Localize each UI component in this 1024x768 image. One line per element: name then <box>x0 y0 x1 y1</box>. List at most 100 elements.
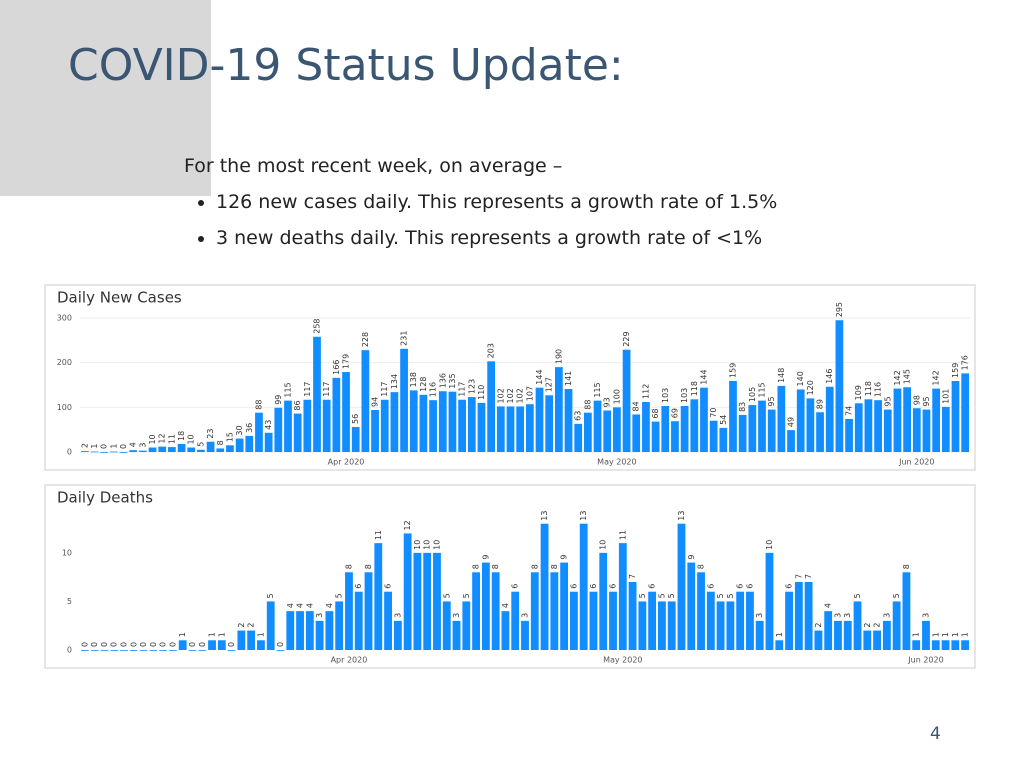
bar <box>574 423 583 452</box>
bar <box>217 640 226 650</box>
bar <box>922 620 930 650</box>
value-label: 3 <box>521 613 530 618</box>
value-label: 4 <box>824 603 833 608</box>
bar <box>677 523 686 650</box>
value-label: 1 <box>912 632 921 637</box>
value-label: 6 <box>609 584 618 589</box>
value-label: 0 <box>80 642 89 647</box>
value-label: 135 <box>448 373 457 388</box>
value-label: 88 <box>254 400 263 410</box>
bar <box>863 630 872 650</box>
value-label: 10 <box>413 540 422 550</box>
bar <box>697 572 705 650</box>
bar <box>794 582 803 650</box>
bar <box>477 402 486 452</box>
value-label: 3 <box>138 443 147 448</box>
bar <box>351 426 360 452</box>
bar <box>746 591 754 650</box>
value-label: 11 <box>374 530 383 540</box>
x-tick-label: Apr 2020 <box>328 458 365 467</box>
value-label: 0 <box>276 642 285 647</box>
value-label: 8 <box>472 564 481 569</box>
value-label: 127 <box>545 377 554 392</box>
bar <box>472 572 481 650</box>
bar <box>530 572 539 650</box>
value-label: 5 <box>657 593 666 598</box>
bar <box>511 591 520 650</box>
value-label: 5 <box>196 442 205 447</box>
x-tick-label: Jun 2020 <box>898 458 934 467</box>
y-tick-label: 300 <box>57 314 72 323</box>
value-label: 5 <box>667 593 676 598</box>
value-label: 9 <box>687 554 696 559</box>
value-label: 13 <box>540 511 549 521</box>
bar <box>255 412 263 452</box>
bar <box>603 410 612 452</box>
bar <box>403 533 412 650</box>
value-label: 5 <box>853 593 862 598</box>
bar <box>738 414 747 452</box>
value-label: 6 <box>569 584 578 589</box>
bar <box>393 620 402 650</box>
value-label: 10 <box>765 540 774 550</box>
bar <box>467 397 476 452</box>
y-tick-label: 10 <box>62 548 72 557</box>
value-label: 134 <box>390 374 399 389</box>
bar <box>448 391 457 452</box>
value-label: 8 <box>550 564 559 569</box>
value-label: 5 <box>892 593 901 598</box>
value-label: 144 <box>535 369 544 384</box>
bullet: 126 new cases daily. This represents a g… <box>216 191 777 213</box>
bar <box>961 640 970 650</box>
bar <box>216 448 225 452</box>
value-label: 6 <box>706 584 715 589</box>
value-label: 7 <box>804 574 813 579</box>
bar <box>516 406 525 452</box>
bar <box>169 650 177 651</box>
value-label: 5 <box>462 593 471 598</box>
bar <box>257 640 265 650</box>
value-label: 1 <box>208 632 217 637</box>
value-label: 115 <box>593 382 602 397</box>
value-label: 0 <box>139 642 148 647</box>
bar <box>825 386 834 452</box>
value-label: 6 <box>511 584 520 589</box>
bar <box>521 620 529 650</box>
bar <box>729 380 737 452</box>
bar <box>90 650 99 651</box>
chart-title: Daily New Cases <box>57 289 182 307</box>
value-label: 5 <box>442 593 451 598</box>
bar <box>305 611 314 650</box>
bar <box>687 562 696 650</box>
value-label: 102 <box>496 388 505 403</box>
bar <box>419 394 428 452</box>
value-label: 8 <box>491 564 500 569</box>
bar <box>564 389 573 452</box>
bar <box>390 392 399 452</box>
value-label: 95 <box>767 396 776 406</box>
bar <box>433 552 441 650</box>
bar <box>814 630 823 650</box>
value-label: 228 <box>361 332 370 347</box>
value-label: 6 <box>354 584 363 589</box>
bar <box>286 611 295 650</box>
bar <box>680 405 689 452</box>
bar <box>545 395 554 452</box>
bar <box>892 601 901 650</box>
bar <box>496 406 505 452</box>
bar <box>912 408 921 452</box>
value-label: 95 <box>883 396 892 406</box>
value-label: 4 <box>286 603 295 608</box>
value-label: 6 <box>589 584 598 589</box>
value-label: 56 <box>351 414 360 424</box>
bar <box>188 650 197 651</box>
value-label: 103 <box>661 388 670 403</box>
value-label: 94 <box>371 397 380 407</box>
value-label: 69 <box>670 408 679 418</box>
bar <box>593 400 602 452</box>
bar <box>618 543 627 650</box>
bar <box>487 361 496 452</box>
x-tick-label: Jun 2020 <box>907 656 943 665</box>
bar <box>726 601 735 650</box>
